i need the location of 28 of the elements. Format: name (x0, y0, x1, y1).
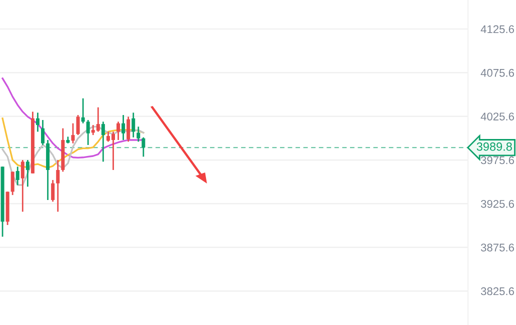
candlestick (132, 112, 136, 138)
candlestick (41, 119, 45, 146)
y-tick-label: 3825.6 (480, 287, 514, 296)
line-series (2, 78, 144, 158)
candlestick (20, 159, 24, 212)
y-tick-label: 4125.6 (480, 25, 514, 34)
candlestick (10, 171, 14, 196)
candlestick (81, 98, 85, 124)
candlestick (56, 159, 60, 212)
y-tick-label: 3925.6 (480, 200, 514, 208)
candlestick (126, 116, 130, 142)
y-tick-label: 4025.6 (480, 112, 514, 120)
candlestick (116, 120, 120, 141)
y-tick-label: 3875.6 (480, 244, 514, 252)
candlestick (122, 114, 126, 141)
ref-line-label: 3989.8 (476, 142, 512, 151)
y-tick-label: 3975.6 (480, 156, 514, 164)
candlestick (16, 166, 20, 186)
candlestick (76, 114, 80, 136)
candlestick (142, 136, 146, 158)
candlestick (136, 126, 140, 142)
candlestick (71, 122, 75, 144)
candlestick (26, 159, 30, 188)
candlestick (51, 179, 55, 202)
candlestick (36, 112, 40, 132)
candlestick (86, 119, 90, 146)
y-tick-label: 4075.6 (480, 68, 514, 77)
candlestick (101, 120, 105, 162)
